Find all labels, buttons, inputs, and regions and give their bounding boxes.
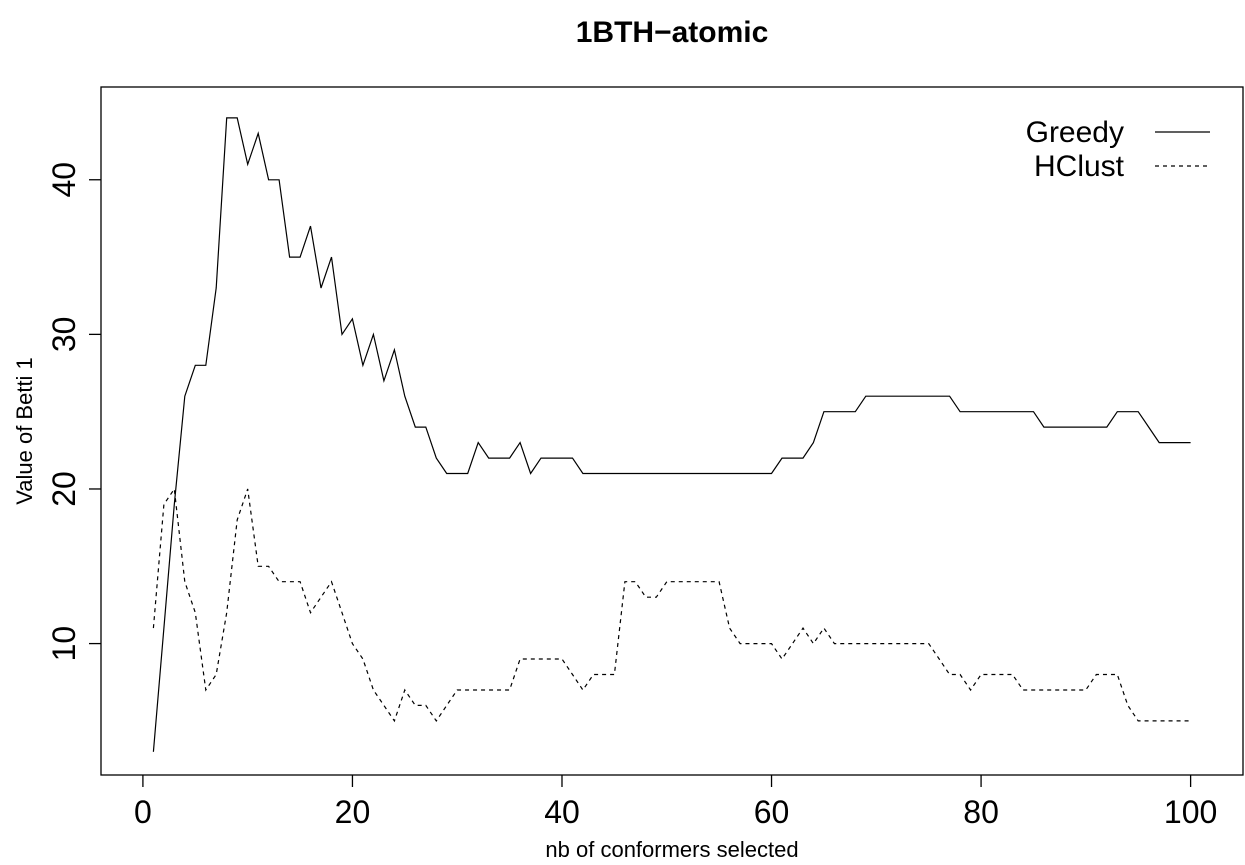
x-axis-label: nb of conformers selected (545, 837, 798, 862)
legend-label-greedy: Greedy (1026, 116, 1124, 149)
x-tick-label-20: 20 (335, 794, 371, 830)
y-axis-label: Value of Betti 1 (12, 357, 37, 505)
chart-title: 1BTH−atomic (576, 16, 769, 49)
x-axis: 0 20 40 60 80 100 (134, 775, 1217, 830)
series-layer (152, 117, 1191, 752)
x-tick-label-0: 0 (134, 794, 152, 830)
plot-frame (100, 86, 1244, 776)
y-tick-label-30: 30 (46, 317, 82, 353)
y-axis: 10 20 30 40 (46, 162, 101, 661)
y-tick-label-40: 40 (46, 162, 82, 198)
x-tick-label-80: 80 (963, 794, 999, 830)
x-tick-label-100: 100 (1164, 794, 1217, 830)
legend-label-hclust: HClust (1034, 150, 1125, 183)
x-tick-label-60: 60 (754, 794, 790, 830)
series-line-hclust (152, 487, 1191, 723)
y-tick-label-10: 10 (46, 626, 82, 662)
x-tick-label-40: 40 (544, 794, 580, 830)
y-tick-label-20: 20 (46, 471, 82, 507)
series-line-greedy (152, 117, 1191, 752)
